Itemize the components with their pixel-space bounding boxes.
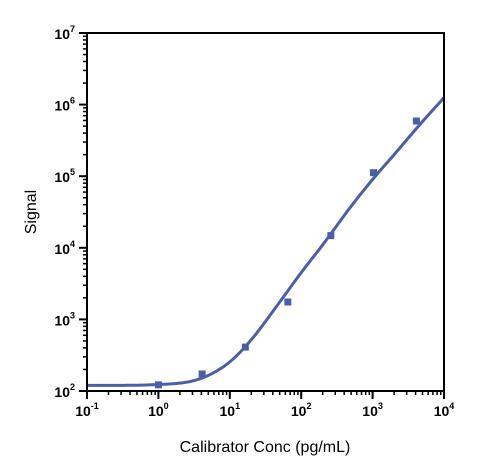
data-point [327, 232, 335, 240]
data-point [241, 343, 249, 351]
data-point [284, 298, 292, 306]
y-tick-label: 104 [54, 239, 75, 257]
y-tick-label: 107 [54, 24, 75, 42]
plot-layer [87, 96, 446, 389]
x-axis-title: Calibrator Conc (pg/mL) [180, 439, 351, 456]
y-tick-label: 105 [54, 167, 75, 185]
x-tick-label: 104 [434, 401, 455, 419]
data-point [154, 381, 162, 389]
data-point [412, 117, 420, 125]
fit-curve-line [87, 96, 446, 387]
data-point [198, 370, 206, 378]
plot-frame [86, 32, 445, 392]
axes-layer: 10-1 100 101 102 103 104 102 103 104 105 106 107 [54, 24, 454, 419]
x-tick-label: 102 [291, 401, 312, 419]
x-tick-label: 10-1 [75, 401, 99, 419]
x-tick-label: 103 [362, 401, 383, 419]
x-tick-label: 101 [220, 401, 241, 419]
data-point [370, 169, 378, 177]
x-tick-label: 100 [148, 401, 169, 419]
y-tick-label: 106 [54, 96, 75, 114]
y-tick-label: 103 [54, 310, 75, 328]
y-axis-title: Signal [23, 190, 40, 234]
y-tick-label: 102 [54, 382, 75, 400]
